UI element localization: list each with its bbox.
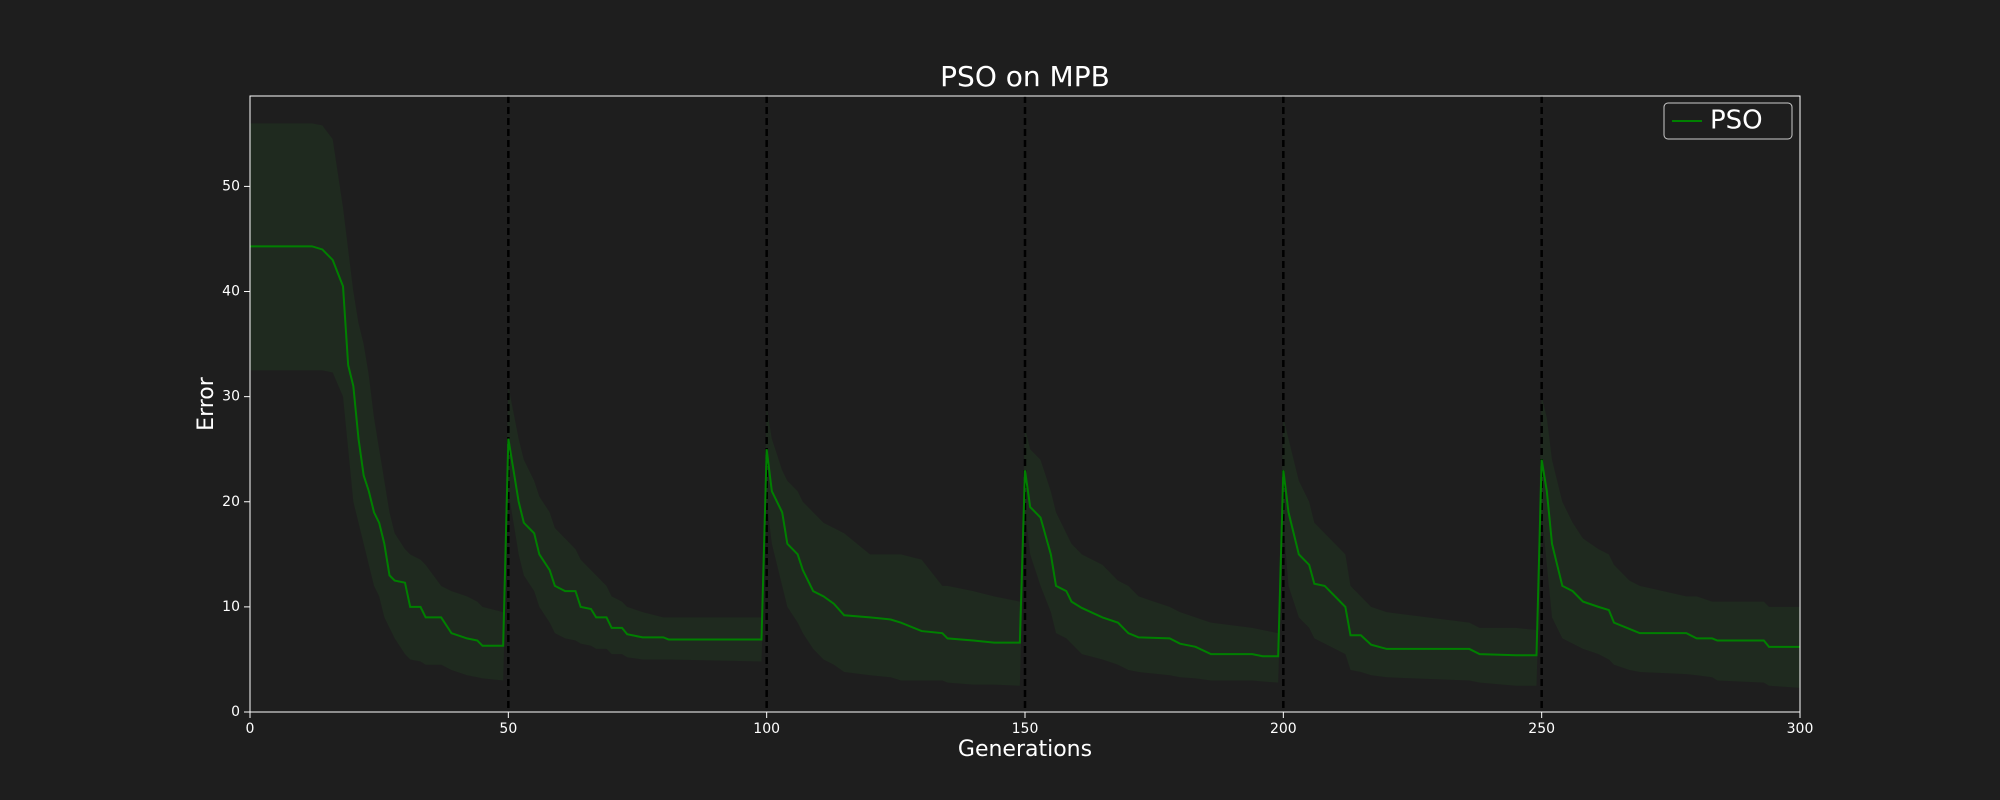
chart-title: PSO on MPB (940, 60, 1110, 93)
x-tick-label: 100 (753, 721, 780, 737)
x-tick-label: 50 (499, 721, 517, 737)
y-tick-label: 0 (231, 704, 240, 720)
x-tick-label: 150 (1012, 721, 1039, 737)
y-axis-label: Error (194, 376, 219, 431)
x-tick-label: 0 (246, 721, 255, 737)
y-tick-label: 30 (222, 389, 240, 405)
line (250, 245, 1800, 658)
legend-label: PSO (1710, 106, 1763, 136)
x-axis-label: Generations (958, 737, 1092, 762)
legend-box (1663, 102, 1793, 140)
x-tick-label: 200 (1270, 721, 1297, 737)
y-tick-label: 50 (222, 178, 240, 194)
x-tick-label: 250 (1528, 721, 1555, 737)
y-tick-label: 40 (222, 284, 240, 300)
error-band (250, 123, 1800, 688)
x-tick-label: 300 (1787, 721, 1814, 737)
y-tick-label: 10 (222, 599, 240, 615)
y-tick-label: 20 (222, 494, 240, 510)
